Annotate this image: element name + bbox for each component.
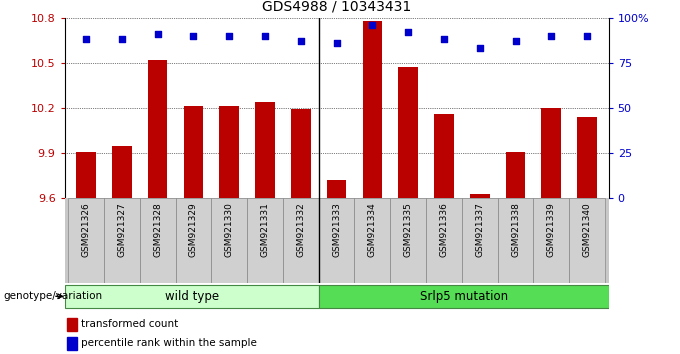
Bar [470,194,490,198]
Bar [426,198,462,283]
Text: GSM921332: GSM921332 [296,202,305,257]
Point [367,22,378,28]
Bar [498,198,533,283]
Text: GSM921339: GSM921339 [547,202,556,257]
Bar [398,67,418,198]
Bar [76,152,96,198]
Bar [354,198,390,283]
Point [260,33,271,39]
Text: percentile rank within the sample: percentile rank within the sample [81,338,257,348]
Text: transformed count: transformed count [81,319,178,329]
Bar [247,198,283,283]
Bar [569,198,605,283]
Bar [220,107,239,198]
Point [295,38,306,44]
Point [116,36,127,42]
Bar [577,117,597,198]
Bar [148,60,167,198]
Text: GSM921335: GSM921335 [404,202,413,257]
Bar [434,114,454,198]
Point [224,33,235,39]
Bar [68,198,104,283]
Bar [506,152,526,198]
Point [581,33,592,39]
Point [439,36,449,42]
Text: GSM921331: GSM921331 [260,202,269,257]
Bar [67,318,77,331]
Point [475,46,486,51]
Text: wild type: wild type [165,290,219,303]
Bar [175,198,211,283]
Text: GSM921326: GSM921326 [82,202,90,257]
Text: GSM921329: GSM921329 [189,202,198,257]
Point [331,40,342,46]
Bar [112,145,132,198]
Point [546,33,557,39]
Bar [362,21,382,198]
Title: GDS4988 / 10343431: GDS4988 / 10343431 [262,0,411,14]
Point [152,31,163,37]
Bar [283,198,319,283]
Text: GSM921337: GSM921337 [475,202,484,257]
Text: GSM921328: GSM921328 [153,202,162,257]
Point [510,38,521,44]
Text: GSM921336: GSM921336 [439,202,449,257]
Bar [104,198,140,283]
Bar [327,180,346,198]
Bar [67,337,77,350]
Bar [462,198,498,283]
Bar [291,109,311,198]
Text: GSM921338: GSM921338 [511,202,520,257]
Text: genotype/variation: genotype/variation [3,291,103,301]
Bar [319,198,354,283]
Bar [533,198,569,283]
Point [403,29,413,35]
Bar [211,198,247,283]
FancyBboxPatch shape [65,285,319,308]
Point [188,33,199,39]
Text: Srlp5 mutation: Srlp5 mutation [420,290,508,303]
Bar [541,108,561,198]
Bar [255,102,275,198]
Text: GSM921333: GSM921333 [332,202,341,257]
Text: GSM921330: GSM921330 [224,202,234,257]
Text: GSM921327: GSM921327 [118,202,126,257]
Text: GSM921334: GSM921334 [368,202,377,257]
FancyBboxPatch shape [319,285,609,308]
Point [81,36,92,42]
Bar [184,107,203,198]
Bar [140,198,175,283]
Text: GSM921340: GSM921340 [583,202,592,257]
Bar [390,198,426,283]
